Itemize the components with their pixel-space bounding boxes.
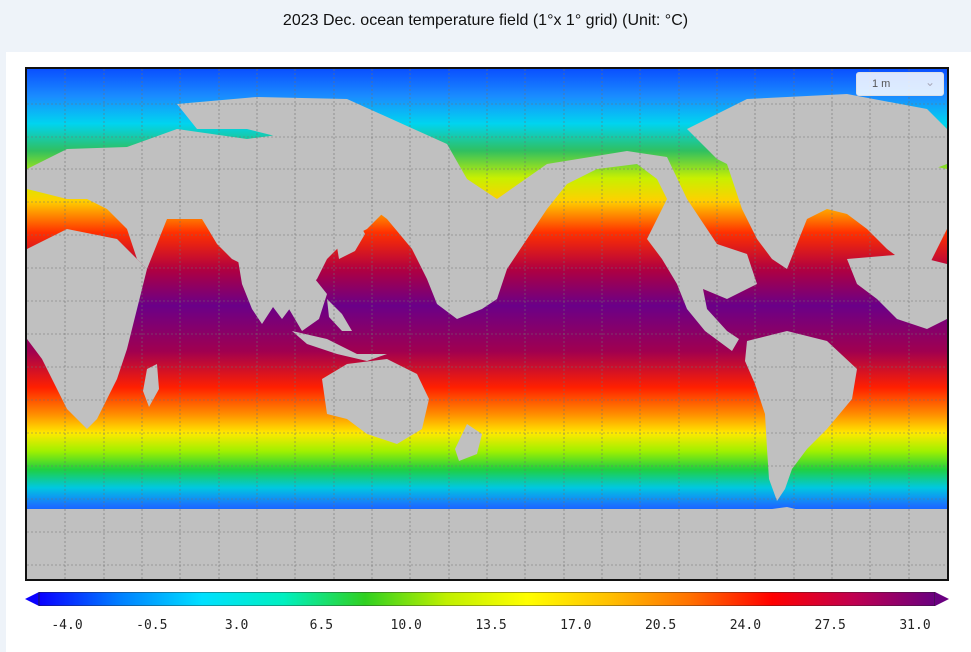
- continents: [27, 94, 947, 501]
- colorbar-tick-label: 24.0: [729, 618, 762, 633]
- colorbar-tick-label: 6.5: [309, 618, 334, 633]
- colorbar-ticks: -4.0 -0.5 3.0 6.5 10.0 13.5 17.0 20.5 24.0 27.5 31…: [0, 618, 971, 638]
- colorbar-tick-label: 27.5: [814, 618, 846, 633]
- temperature-map[interactable]: [25, 67, 949, 581]
- colorbar-min-arrow: [25, 592, 39, 606]
- page-title: 2023 Dec. ocean temperature field (1°x 1…: [282, 12, 689, 29]
- colorbar-tick-label: -4.0: [51, 618, 83, 633]
- colorbar-tick-label: 31.0: [899, 618, 931, 633]
- chevron-down-icon: ⌄: [924, 75, 935, 89]
- south-america: [745, 331, 857, 501]
- india: [237, 254, 282, 324]
- africa: [27, 229, 147, 429]
- colorbar-tick-label: 10.0: [390, 618, 422, 633]
- colorbar-tick-label: 20.5: [644, 618, 677, 633]
- depth-select-value: 1 m: [872, 78, 891, 90]
- depth-select[interactable]: 1 m ⌄: [856, 72, 944, 96]
- colorbar: [25, 592, 949, 606]
- colorbar-tick-label: -0.5: [136, 618, 168, 633]
- colorbar-tick-label: 17.0: [560, 618, 592, 633]
- colorbar-tick-label: 13.5: [475, 618, 507, 633]
- graticule: [27, 69, 947, 579]
- australia: [322, 359, 429, 444]
- colorbar-tick-label: 3.0: [224, 618, 249, 633]
- colorbar-gradient: [38, 592, 936, 606]
- eurasia: [27, 129, 387, 319]
- colorbar-max-arrow: [935, 592, 949, 606]
